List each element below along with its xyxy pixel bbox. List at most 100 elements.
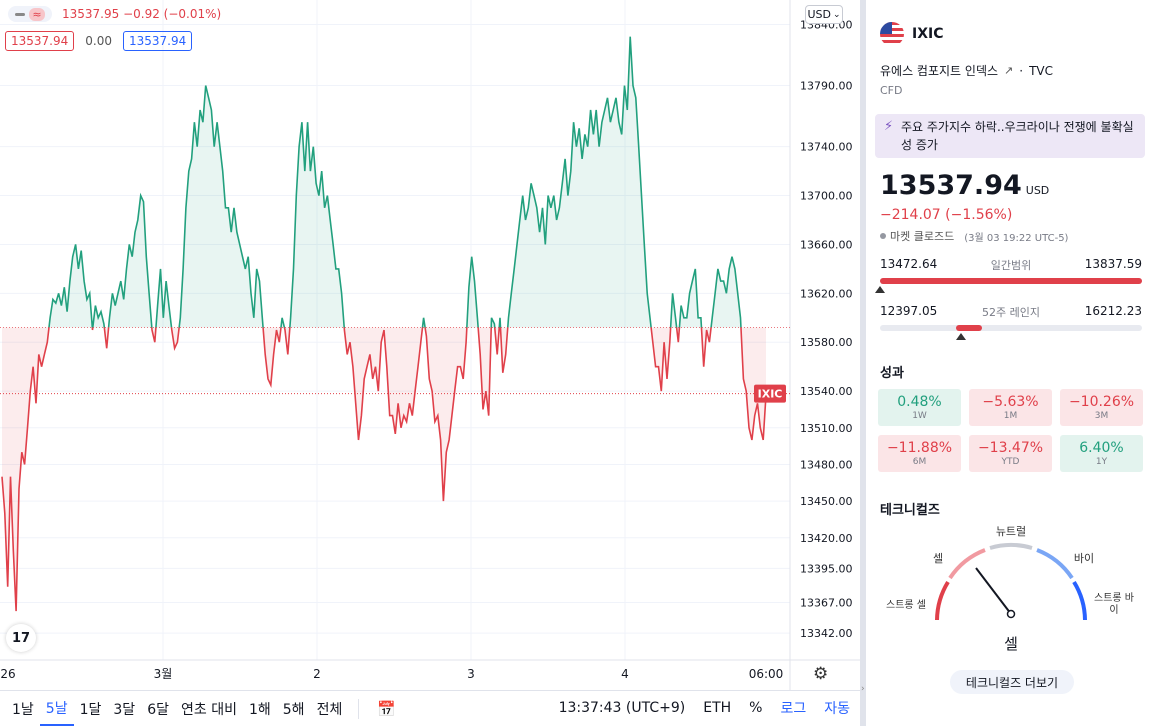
legend-zero: 0.00 (85, 34, 112, 48)
timeframe-button[interactable]: 연초 대비 (180, 701, 237, 718)
legend-value-left: 13537.94 (5, 31, 75, 51)
day-range-marker (875, 286, 885, 293)
y-tick-label: 13450.00 (800, 495, 853, 508)
collapse-icon[interactable]: › (861, 684, 865, 694)
up-area-fill (48, 36, 741, 328)
performance-cell[interactable]: 0.48% 1W (878, 389, 961, 426)
external-link-icon[interactable]: ↗ (1004, 64, 1014, 77)
legend-quote: 13537.95 −0.92 (−0.01%) (62, 7, 222, 21)
x-tick-label: 2 (313, 667, 321, 681)
year-range-low: 12397.05 (880, 304, 938, 318)
gauge-strong-sell-arc (935, 580, 950, 621)
timeframe-button[interactable]: 6달 (147, 701, 169, 718)
technicals-title[interactable]: 테크니컬즈 (880, 503, 940, 518)
panel-divider[interactable]: › (860, 0, 866, 726)
day-range: 13472.64 일간범위 13837.59 (875, 257, 1142, 293)
timeframe-button[interactable]: 3달 (113, 701, 136, 718)
gauge-neutral-label: 뉴트럴 (996, 525, 1026, 538)
timeframe-button[interactable]: 1해 (248, 701, 271, 718)
day-range-low: 13472.64 (880, 257, 938, 271)
percent-button[interactable]: % (749, 700, 763, 716)
calendar-icon[interactable]: 📅 (377, 699, 397, 718)
y-tick-label: 13740.00 (800, 141, 853, 154)
news-banner[interactable]: ⚡ 주요 주가지수 하락..우크라이나 전쟁에 불확실성 증가 (875, 114, 1145, 158)
market-time: (3월 03 19:22 UTC-5) (964, 232, 1069, 244)
session-button[interactable]: ETH (703, 700, 732, 716)
y-tick-label: 13420.00 (800, 532, 853, 545)
timeframe-button[interactable]: 5날 (39, 692, 74, 726)
price-currency: USD (1025, 184, 1050, 197)
y-tick-label: 13510.00 (800, 422, 853, 435)
gauge-strong-buy-arc (1072, 580, 1087, 621)
chart-pane[interactable]: 13840.00 13790.00 13740.00 13700.00 13660.00… (0, 0, 860, 690)
performance-cell[interactable]: −13.47% YTD (969, 435, 1052, 472)
gauge-needle (975, 567, 1012, 615)
year-range-high: 16212.23 (1084, 304, 1142, 318)
y-tick-label: 13367.00 (800, 597, 853, 610)
currency-label: USD (807, 8, 831, 21)
symbol-tag (754, 384, 786, 403)
description-text[interactable]: 유에스 컴포지트 인덱스 (880, 64, 999, 78)
timeframe-button[interactable]: 1달 (79, 701, 102, 718)
year-range-marker (956, 333, 967, 340)
performance-cell[interactable]: 6.40% 1Y (1060, 435, 1143, 472)
x-tick-label: 3 (467, 667, 475, 681)
timeframe-button[interactable]: 1날 (12, 701, 34, 718)
y-tick-label: 13540.00 (800, 385, 853, 398)
y-tick-label: 13700.00 (800, 190, 853, 203)
x-tick-label: 26 (0, 667, 15, 681)
legend-values: 13537.94 0.00 13537.94 (5, 31, 193, 51)
symbol-tag-label: IXIC (758, 388, 783, 401)
chevron-down-icon: ⌄ (832, 9, 841, 20)
gauge-strong-sell-label: 스트롱 셀 (886, 599, 926, 611)
performance-value: −10.26% (1068, 394, 1135, 410)
performance-cell[interactable]: −5.63% 1M (969, 389, 1052, 426)
symbol-details-panel: IXIC 유에스 컴포지트 인덱스 ↗ · TVC CFD ⚡ 주요 주가지수 … (866, 0, 1152, 726)
currency-select[interactable]: USD ⌄ (805, 5, 843, 24)
price-chart[interactable]: 13840.0013790.0013740.0013700.0013660.00… (0, 0, 860, 690)
y-tick-label: 13395.00 (800, 562, 853, 575)
performance-cell[interactable]: −11.88% 6M (878, 435, 961, 472)
dot-separator: · (1019, 63, 1024, 78)
tradingview-logo-icon[interactable]: 17 (6, 624, 36, 652)
timeframe-button[interactable]: 전체 (316, 701, 343, 718)
auto-button[interactable]: 자동 (824, 701, 850, 717)
performance-value: −5.63% (982, 394, 1039, 410)
symbol-name[interactable]: IXIC (912, 26, 944, 42)
more-technicals-button[interactable]: 테크니컬즈 더보기 (950, 670, 1074, 694)
exchange-label: TVC (1029, 63, 1053, 78)
price-line-down (1, 327, 767, 612)
performance-period: YTD (1001, 457, 1020, 467)
technicals-gauge[interactable]: 뉴트럴 셀 바이 스트롱 셀 스트롱 바 이 셀 (880, 520, 1142, 660)
gauge-neutral-arc (989, 542, 1033, 550)
y-tick-label: 13620.00 (800, 287, 853, 300)
performance-cell[interactable]: −10.26% 3M (1060, 389, 1143, 426)
performance-value: 0.48% (897, 394, 942, 410)
legend-toggle[interactable]: ≈ (8, 6, 52, 22)
log-button[interactable]: 로그 (780, 701, 807, 717)
performance-period: 3M (1094, 411, 1109, 421)
us-flag-icon (880, 22, 904, 46)
gauge-strong-buy-label-1: 스트롱 바 (1094, 592, 1134, 604)
timeframe-button[interactable]: 5해 (282, 701, 305, 718)
performance-title: 성과 (880, 366, 904, 381)
lightning-icon: ⚡ (884, 119, 894, 134)
gauge-sell-label: 셀 (933, 552, 943, 565)
y-tick-label: 13580.00 (800, 336, 853, 349)
day-range-label: 일간범위 (990, 259, 1032, 272)
clock[interactable]: 13:37:43 (UTC+9) (558, 700, 686, 716)
last-price: 13537.94 (880, 170, 1022, 201)
year-range-label: 52주 레인지 (982, 306, 1040, 319)
performance-period: 1W (912, 411, 927, 421)
performance-value: 6.40% (1079, 440, 1124, 456)
gear-icon[interactable]: ⚙ (813, 664, 829, 684)
hide-icon (15, 12, 26, 16)
gauge-result: 셀 (1004, 635, 1018, 653)
price-line-up (48, 36, 742, 328)
gauge-buy-arc (1036, 548, 1074, 580)
x-tick-label: 4 (621, 667, 629, 681)
market-status: 마켓 클로즈드 (3월 03 19:22 UTC-5) (880, 228, 1068, 244)
toolbar-right: 13:37:43 (UTC+9) ETH % 로그 자동 (559, 691, 850, 725)
legend-value-right: 13537.94 (122, 31, 193, 51)
